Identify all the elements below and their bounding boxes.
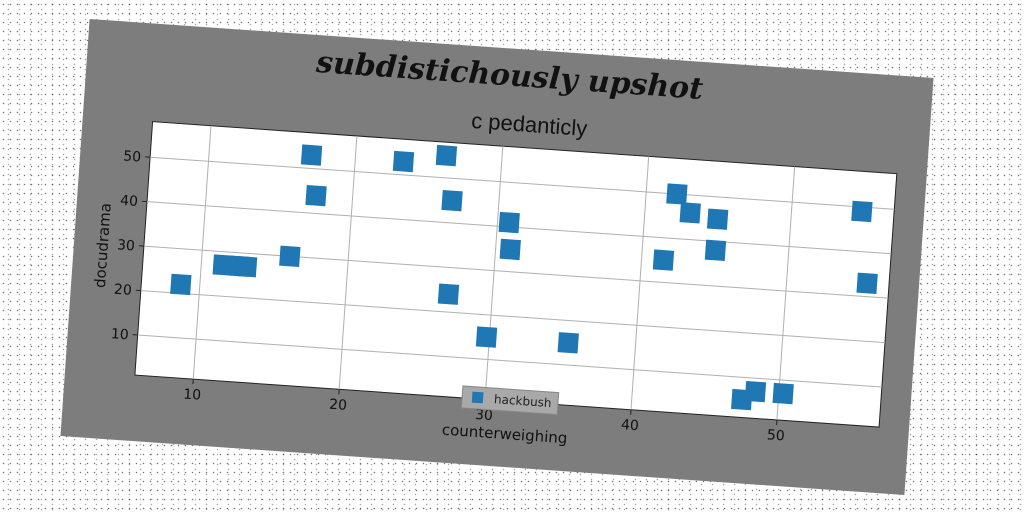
chart-figure: subdistichously upshot c pedanticly 10 20… [60,19,934,495]
x-grid-line [776,166,796,420]
y-grid-line [137,334,882,388]
chart-subtitle: c pedanticly [471,108,589,141]
y-axis-label: docudrama [91,202,115,288]
data-point [475,326,498,348]
y-tick-label: 30 [117,237,136,254]
data-point [170,273,192,296]
data-point [704,239,727,262]
legend-marker [471,391,484,404]
axis-ticks: 10 20 30 40 50 10 20 30 40 50 [110,148,785,444]
x-tick-label: 30 [475,407,494,424]
data-point [392,150,415,173]
data-point [666,183,688,205]
data-point [300,144,323,166]
data-point [679,202,701,224]
data-points [170,144,878,411]
x-tick-label: 20 [329,397,348,414]
data-point [279,245,301,267]
data-point [435,144,458,167]
legend-label: hackbush [494,392,552,410]
y-grid-line [143,245,889,299]
data-point [856,272,878,294]
data-point [235,256,258,278]
data-point [706,208,729,230]
x-grid-line [484,146,504,400]
x-grid-line [630,156,650,410]
y-tick-label: 40 [120,193,139,210]
y-tick-label: 10 [110,326,129,343]
x-tick-label: 50 [766,427,785,444]
data-point [498,211,520,234]
data-point [557,332,579,354]
y-grid-line [150,156,895,210]
scatter-plot: c pedanticly 10 20 30 40 50 10 20 30 40 50 hackbu… [91,108,898,448]
y-tick-label: 50 [123,148,142,165]
x-grid-line [192,125,212,380]
data-point [499,238,521,261]
x-grid-line [338,135,358,390]
data-point [851,200,873,223]
y-grid-line [140,290,886,344]
legend-box [460,385,560,416]
legend: hackbush [460,385,560,416]
data-point [305,184,327,207]
y-grid-line [146,201,892,255]
data-point [772,382,794,405]
x-tick-label: 10 [183,386,202,403]
data-point [652,249,675,271]
data-point [441,189,463,212]
grid-lines [137,125,895,420]
y-tick-label: 20 [113,282,132,299]
data-point [437,283,460,305]
x-axis-label: counterweighing [441,421,568,448]
data-point [212,254,234,276]
data-point [744,380,767,403]
x-tick-label: 40 [620,417,639,434]
